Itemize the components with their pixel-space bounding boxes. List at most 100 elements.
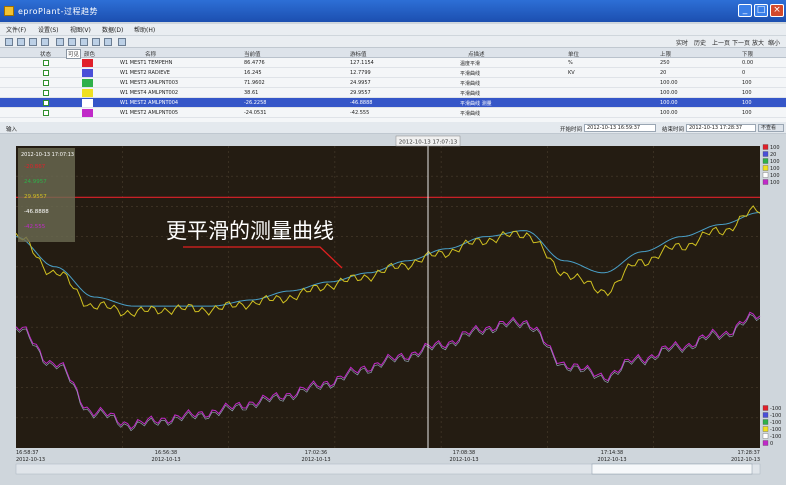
series-line-3[interactable] [15, 311, 761, 430]
row-current-value: -24.0531 [244, 110, 267, 116]
header-status[interactable]: 状态 [40, 52, 52, 58]
row-color-swatch[interactable] [82, 89, 93, 97]
prev-page-button[interactable]: 上一页 [712, 40, 731, 47]
menu-bar: 文件(F) 设置(S) 视图(V) 数据(D) 帮助(H) [0, 24, 786, 35]
legend-value: 29.9557 [24, 194, 47, 200]
toolbar: 实时 历史 上一页 下一页 放大 缩小 [0, 36, 786, 48]
scale-label: -100 [770, 434, 781, 440]
grid-row[interactable]: W1 MEST4 AMLPNT002 38.61 29.9557 平滑曲线 100.00… [0, 88, 786, 98]
minimize-button[interactable]: _ [738, 4, 752, 17]
row-point-name: W1 MEST3 AMLPNT003 [120, 80, 179, 86]
x-tick-time: 16:58:37 [16, 450, 38, 456]
row-color-swatch[interactable] [82, 69, 93, 77]
legend-box [18, 148, 75, 242]
series-line-2[interactable] [15, 205, 761, 318]
row-low-limit: 100 [742, 90, 752, 96]
annotation-pointer [183, 246, 343, 269]
x-tick-date: 2012-10-13 [597, 457, 626, 463]
row-low-limit: 0.00 [742, 60, 754, 66]
time-range-bar: 输入 开始时间 2012-10-13 16:59:37 结束时间 2012-10… [0, 122, 786, 134]
menu-data[interactable]: 数据(D) [102, 27, 124, 34]
row-visible-checkbox[interactable] [43, 70, 49, 76]
header-name[interactable]: 名称 [145, 52, 157, 58]
row-high-limit: 100.00 [660, 100, 678, 106]
row-visible-checkbox[interactable] [43, 100, 49, 106]
menu-settings[interactable]: 设置(S) [38, 27, 59, 34]
row-current-value: -26.2258 [244, 100, 267, 106]
maximize-button[interactable]: □ [754, 4, 768, 17]
row-color-swatch[interactable] [82, 79, 93, 87]
point-grid: 状态 可见 颜色 名称 当前值 游标值 点描述 单位 上限 下限 W1 MEST… [0, 48, 786, 122]
grid-row[interactable]: W1 MEST2 AMLPNT004 -26.2258 -46.8888 平滑曲线 测… [0, 98, 786, 108]
open-icon[interactable] [5, 38, 13, 46]
cursor-icon[interactable] [80, 38, 88, 46]
next-page-button[interactable]: 下一页 [732, 40, 751, 47]
menu-help[interactable]: 帮助(H) [134, 27, 156, 34]
scale-color-swatch [762, 172, 769, 178]
annotation-text: 更平滑的测量曲线 [166, 219, 334, 243]
menu-file[interactable]: 文件(F) [6, 27, 27, 34]
save-icon[interactable] [17, 38, 25, 46]
row-unit: KV [568, 70, 575, 76]
time-scrollbar[interactable] [15, 463, 761, 475]
scale-label: 100 [770, 159, 780, 165]
grid-row[interactable]: W1 MEST2 RADIEVE 16.245 12.7799 平滑曲线 KV 20 0 [0, 68, 786, 78]
row-color-swatch[interactable] [82, 99, 93, 107]
row-cursor-value: 12.7799 [350, 70, 371, 76]
scale-color-swatch [762, 151, 769, 157]
history-button[interactable]: 历史 [694, 40, 707, 47]
scale-label: -100 [770, 427, 781, 433]
row-low-limit: 0 [742, 70, 746, 76]
start-time-field[interactable]: 2012-10-13 16:59:37 [584, 124, 656, 132]
app-icon [4, 6, 14, 16]
header-unit[interactable]: 单位 [568, 52, 580, 58]
header-hi[interactable]: 上限 [660, 52, 672, 58]
end-time-label: 结束时间 [662, 127, 685, 133]
row-visible-checkbox[interactable] [43, 80, 49, 86]
x-tick-time: 17:08:38 [453, 450, 475, 456]
start-time-label: 开始时间 [560, 127, 583, 133]
zoom-in-icon[interactable] [56, 38, 64, 46]
scale-color-swatch [762, 440, 769, 446]
trend-chart: 2012-10-13 17:07:13 2012-10-13 17:07:13 … [0, 134, 786, 483]
row-visible-checkbox[interactable] [43, 90, 49, 96]
close-button[interactable]: × [770, 4, 784, 17]
header-desc[interactable]: 点描述 [468, 52, 485, 58]
header-current[interactable]: 当前值 [244, 52, 261, 58]
end-time-field[interactable]: 2012-10-13 17:28:37 [686, 124, 756, 132]
apply-button[interactable]: 不查看 [758, 124, 784, 132]
scrollbar-thumb[interactable] [591, 463, 753, 475]
row-visible-checkbox[interactable] [43, 110, 49, 116]
row-cursor-value: -46.8888 [350, 100, 373, 106]
realtime-button[interactable]: 实时 [676, 40, 689, 47]
legend-value: -46.8888 [24, 209, 49, 215]
row-visible-checkbox[interactable] [43, 60, 49, 66]
zoom-out-button[interactable]: 缩小 [768, 40, 781, 47]
row-color-swatch[interactable] [82, 59, 93, 67]
header-lo[interactable]: 下限 [742, 52, 754, 58]
row-color-swatch[interactable] [82, 109, 93, 117]
settings-icon[interactable] [118, 38, 126, 46]
scale-color-swatch [762, 158, 769, 164]
menu-view[interactable]: 视图(V) [70, 27, 91, 34]
header-color[interactable]: 颜色 [84, 52, 96, 58]
scale-color-swatch [762, 426, 769, 432]
row-low-limit: 100 [742, 110, 752, 116]
header-cursor[interactable]: 游标值 [350, 52, 367, 58]
copy-icon[interactable] [41, 38, 49, 46]
header-visible-tag[interactable]: 可见 [66, 49, 82, 59]
row-point-name: W1 MEST2 AMLPNT005 [120, 110, 179, 116]
cursor-time-label: 2012-10-13 17:07:13 [399, 140, 458, 146]
zoom-out-icon[interactable] [68, 38, 76, 46]
trend-chart-svg[interactable]: 2012-10-13 17:07:13 2012-10-13 17:07:13 … [0, 134, 786, 483]
grid-row[interactable]: W1 MEST1 TEMPEHN 86.4776 127.1154 温度平滑% 250 0… [0, 58, 786, 68]
grid-row[interactable]: W1 MEST3 AMLPNT003 71.9602 24.9957 平滑曲线 100.… [0, 78, 786, 88]
zoom-in-button[interactable]: 放大 [752, 40, 765, 47]
grid-row[interactable]: W1 MEST2 AMLPNT005 -24.0531 -42.555 平滑曲线 100… [0, 108, 786, 118]
legend-values: -20.867 24.9957 29.9557 -46.8888 -42.555 [24, 164, 49, 230]
print-icon[interactable] [29, 38, 37, 46]
export-icon[interactable] [104, 38, 112, 46]
refresh-icon[interactable] [92, 38, 100, 46]
row-high-limit: 100.00 [660, 90, 678, 96]
